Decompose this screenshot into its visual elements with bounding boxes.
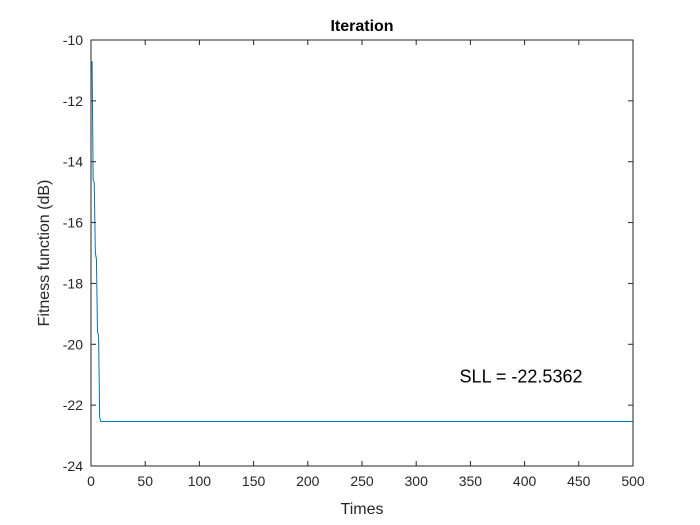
y-tick-label: -22	[63, 397, 83, 413]
x-tick-label: 500	[621, 473, 645, 489]
y-tick-label: -18	[63, 275, 83, 291]
y-tick-label: -14	[63, 154, 83, 170]
y-tick-label: -12	[63, 93, 83, 109]
x-tick-label: 150	[242, 473, 266, 489]
x-tick-label: 100	[188, 473, 212, 489]
x-axis-label: Times	[341, 501, 384, 518]
x-tick-label: 250	[350, 473, 374, 489]
x-tick-label: 400	[513, 473, 537, 489]
y-tick-label: -24	[63, 458, 83, 474]
sll-annotation: SLL = -22.5362	[460, 366, 583, 386]
plot-background	[91, 40, 633, 466]
x-tick-label: 350	[459, 473, 483, 489]
x-tick-label: 50	[137, 473, 153, 489]
y-tick-label: -16	[63, 215, 83, 231]
x-tick-label: 200	[296, 473, 320, 489]
x-tick-label: 300	[405, 473, 429, 489]
x-tick-label: 450	[567, 473, 591, 489]
y-tick-label: -10	[63, 32, 83, 48]
y-tick-label: -20	[63, 336, 83, 352]
plot-border	[90, 39, 634, 467]
chart-title: Iteration	[330, 18, 393, 35]
x-tick-label: 0	[87, 473, 95, 489]
y-axis-label: Fitness function (dB)	[36, 180, 53, 327]
series-line-0	[91, 61, 633, 422]
